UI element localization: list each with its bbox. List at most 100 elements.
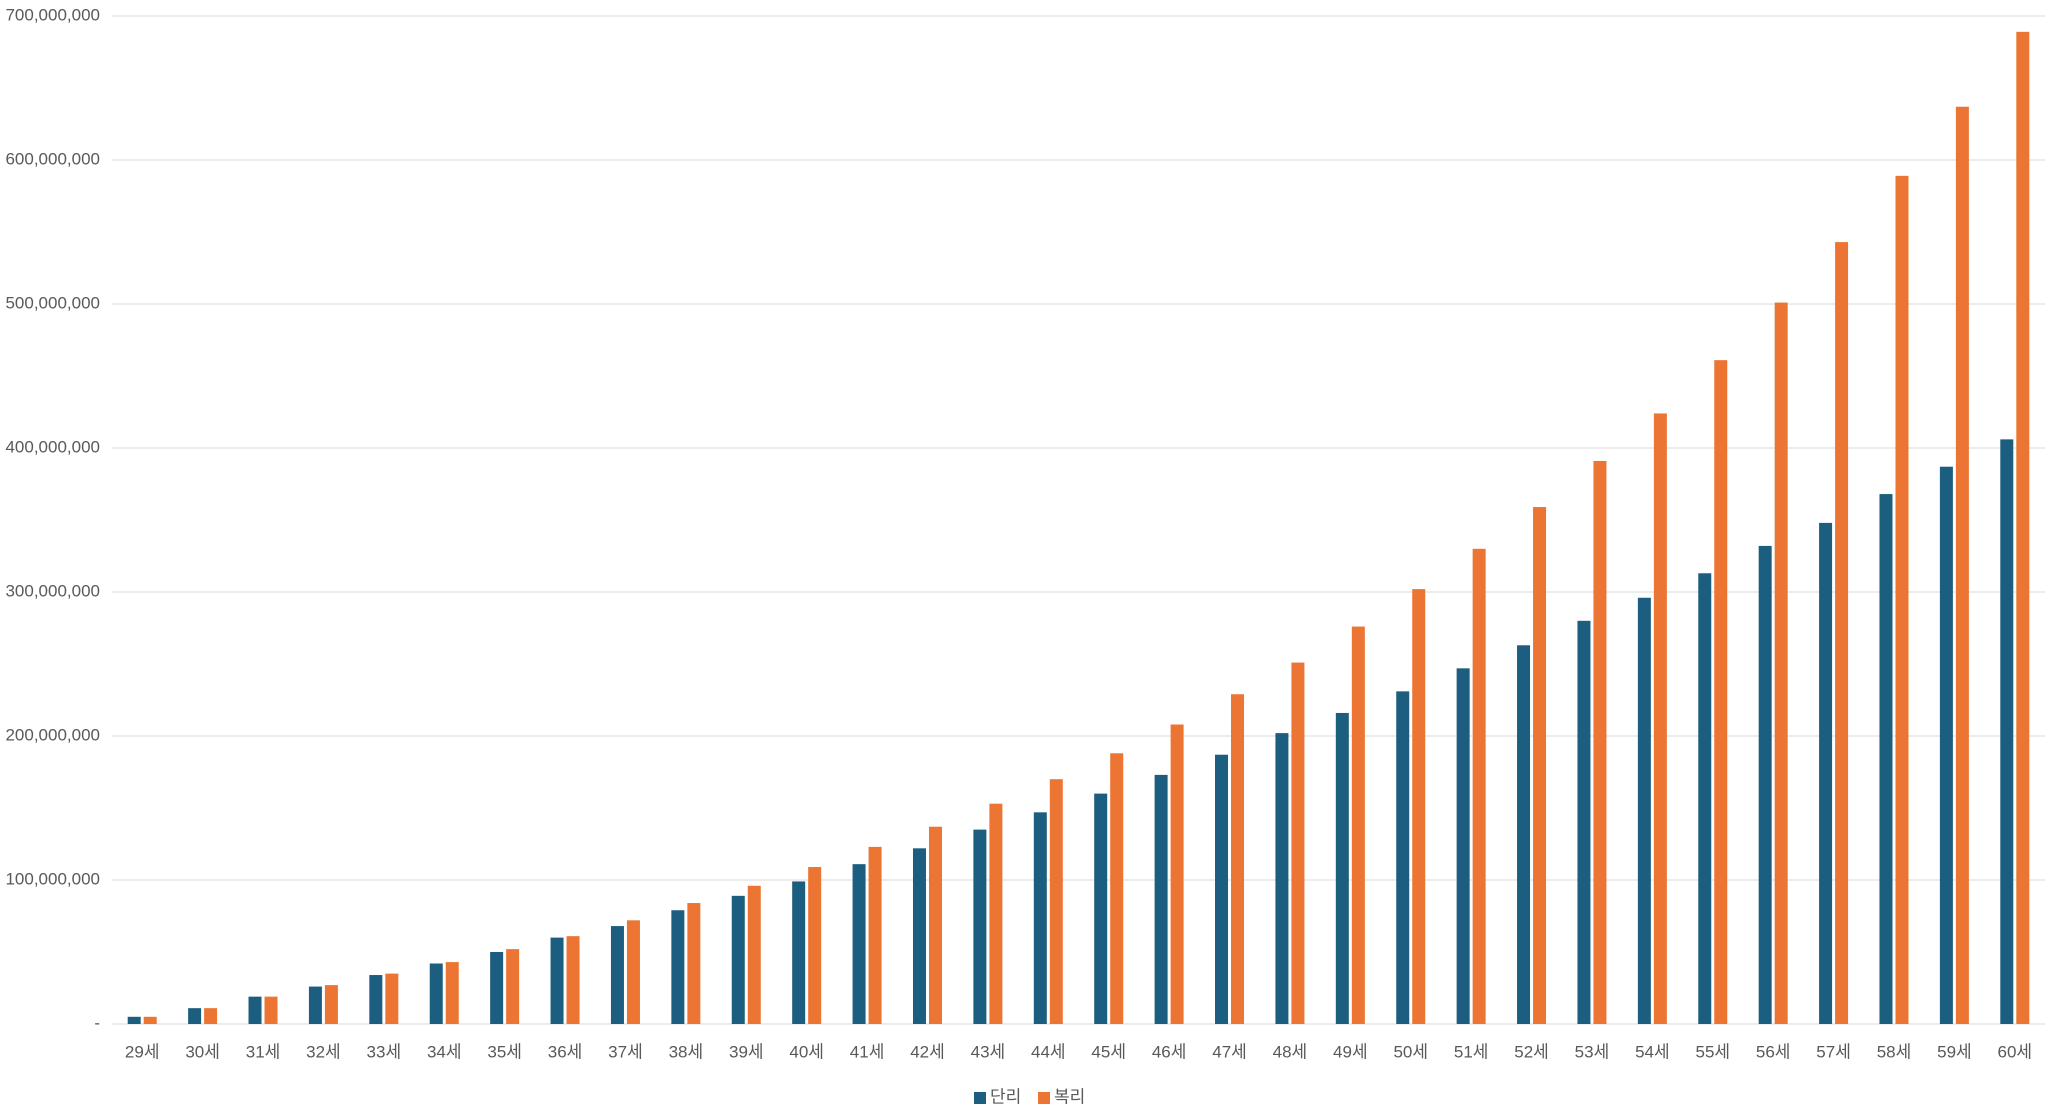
bar [143,1016,157,1024]
y-tick-label: 400,000,000 [5,437,100,456]
x-tick-label: 59세 [1937,1042,1972,1061]
y-tick-label: - [94,1013,100,1032]
bar [127,1016,141,1024]
x-tick-label: 44세 [1031,1042,1066,1061]
bar [792,881,806,1024]
bar [1774,302,1788,1024]
x-tick-label: 32세 [306,1042,341,1061]
legend-label: 복리 [1054,1087,1085,1106]
bar [1275,733,1289,1024]
legend-label: 단리 [990,1087,1021,1106]
bar [385,973,399,1024]
bar [1879,494,1893,1025]
bar [2016,31,2030,1024]
bar [1456,668,1470,1024]
x-tick-label: 29세 [125,1042,160,1061]
bar [868,846,882,1024]
bar [506,949,520,1024]
bar [445,962,459,1024]
x-tick-label: 31세 [246,1042,281,1061]
bar [308,986,322,1024]
bar [610,926,624,1024]
x-tick-label: 30세 [185,1042,220,1061]
bar [1758,545,1772,1024]
bar [1231,694,1245,1024]
x-tick-label: 60세 [1998,1042,2033,1061]
bar [1955,106,1969,1025]
x-tick-label: 40세 [789,1042,824,1061]
x-tick-label: 56세 [1756,1042,1791,1061]
bar [1637,597,1651,1024]
y-tick-label: 100,000,000 [5,869,100,888]
bar [1714,360,1728,1024]
y-tick-label: 700,000,000 [5,5,100,24]
bar [1049,779,1063,1024]
bar [1698,573,1712,1024]
bar [1170,724,1184,1024]
x-tick-label: 51세 [1454,1042,1489,1061]
x-tick-label: 43세 [971,1042,1006,1061]
x-tick-label: 54세 [1635,1042,1670,1061]
x-tick-label: 53세 [1575,1042,1610,1061]
bar [747,885,761,1024]
legend-swatch [974,1092,986,1104]
y-tick-label: 500,000,000 [5,293,100,312]
bar [1154,774,1168,1024]
bar [989,803,1003,1024]
bar [204,1008,218,1024]
bar [928,826,942,1024]
y-tick-label: 200,000,000 [5,725,100,744]
bar [188,1008,202,1024]
bar [369,975,383,1024]
bar [1517,645,1531,1024]
bar [429,963,443,1024]
bar [1593,460,1607,1025]
x-tick-label: 50세 [1393,1042,1428,1061]
x-tick-label: 57세 [1816,1042,1851,1061]
x-tick-label: 49세 [1333,1042,1368,1061]
x-tick-label: 46세 [1152,1042,1187,1061]
bar [550,937,564,1024]
bar [1033,812,1047,1024]
bar [1939,466,1953,1025]
bar [264,996,278,1024]
y-tick-label: 600,000,000 [5,149,100,168]
x-tick-label: 33세 [367,1042,402,1061]
bar [687,903,701,1024]
bar [808,867,822,1024]
bar [566,936,580,1024]
bar [1396,691,1410,1024]
x-tick-label: 55세 [1695,1042,1730,1061]
bar [1215,754,1229,1024]
bar [1412,589,1426,1024]
x-tick-label: 52세 [1514,1042,1549,1061]
bar [1895,175,1909,1025]
bar [1577,620,1591,1024]
x-tick-label: 42세 [910,1042,945,1061]
x-tick-label: 39세 [729,1042,764,1061]
bar [1094,793,1108,1024]
bar [671,910,685,1024]
bar [1110,753,1124,1024]
bar [1835,242,1849,1024]
bar [248,996,262,1024]
x-tick-label: 38세 [669,1042,704,1061]
x-tick-label: 48세 [1273,1042,1308,1061]
bar [1819,522,1833,1024]
bar [731,895,745,1024]
bar [1653,413,1667,1024]
bar [973,829,987,1024]
x-tick-label: 35세 [487,1042,522,1061]
bar [626,920,640,1024]
legend-swatch [1038,1092,1050,1104]
x-tick-label: 37세 [608,1042,643,1061]
y-tick-label: 300,000,000 [5,581,100,600]
bar [1351,626,1365,1024]
bar [1291,662,1305,1024]
bar [1533,507,1547,1024]
x-tick-label: 47세 [1212,1042,1247,1061]
bar [1335,712,1349,1024]
bar [324,985,338,1024]
x-tick-label: 34세 [427,1042,462,1061]
